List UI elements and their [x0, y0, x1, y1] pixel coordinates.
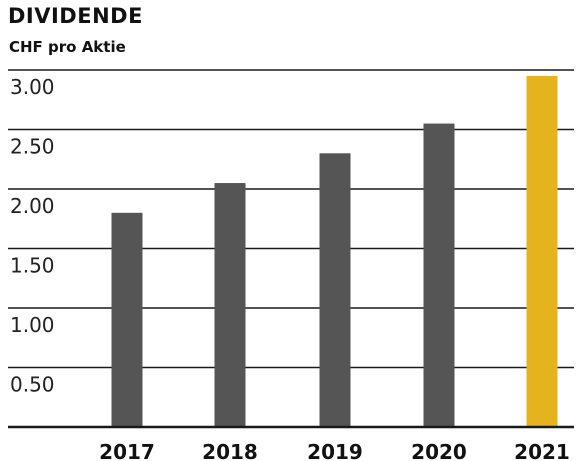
y-tick-label: 0.50	[10, 373, 55, 397]
y-tick-label: 1.50	[10, 254, 55, 278]
bar-2017	[111, 212, 143, 427]
y-tick-label: 2.00	[10, 194, 55, 218]
bar-2021	[526, 75, 558, 427]
chart-subtitle: CHF pro Aktie	[9, 38, 126, 56]
bar-2019	[319, 153, 351, 428]
bar-2018	[214, 183, 246, 427]
y-tick-label: 3.00	[10, 75, 55, 99]
x-tick-label: 2019	[307, 440, 363, 461]
chart-title: DIVIDENDE	[8, 4, 143, 28]
x-tick-label: 2021	[514, 440, 570, 461]
x-tick-label: 2018	[202, 440, 258, 461]
bar-2020	[423, 123, 455, 428]
y-tick-label: 2.50	[10, 135, 55, 159]
x-tick-label: 2017	[99, 440, 155, 461]
x-tick-label: 2020	[411, 440, 467, 461]
y-tick-label: 1.00	[10, 313, 55, 337]
